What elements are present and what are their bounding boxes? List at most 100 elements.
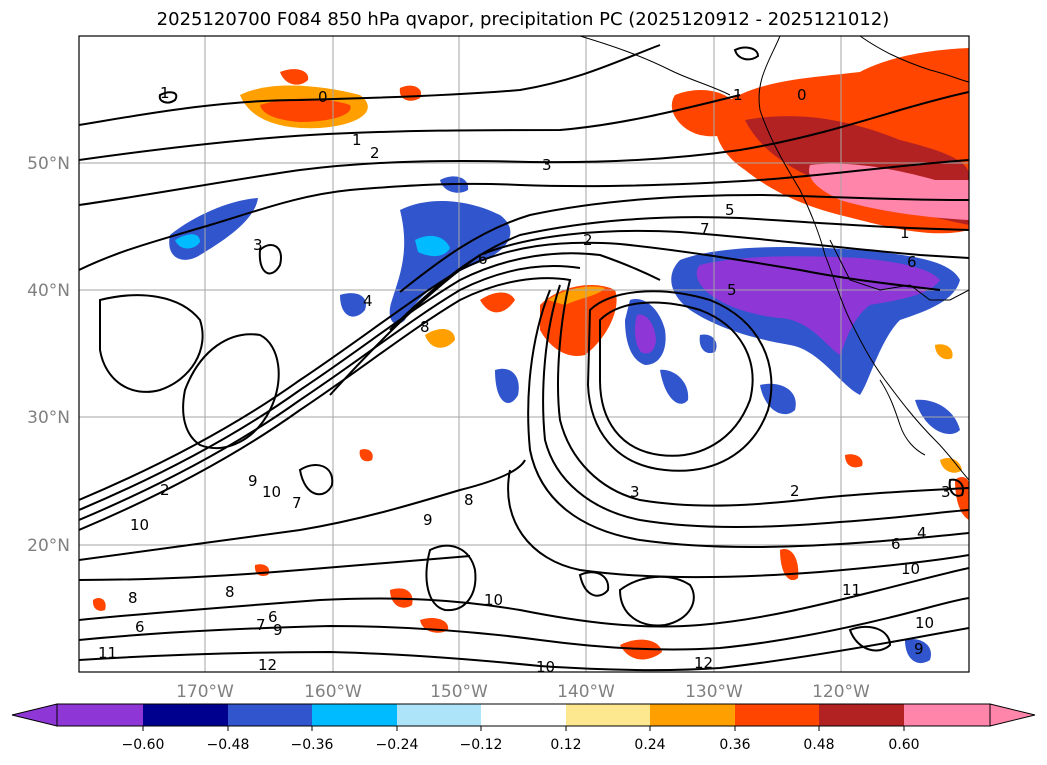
lon-tick-label: 160°W (304, 682, 362, 702)
lat-tick-label: 30°N (27, 408, 70, 428)
contour-label: 10 (901, 560, 920, 578)
contour-label: 10 (536, 658, 555, 676)
colorbar-bin (735, 704, 819, 726)
precip-region-offshore-purple (634, 314, 656, 354)
contour-label: 6 (268, 608, 278, 626)
contour-label: 2 (790, 482, 800, 500)
contour-label: 12 (694, 654, 713, 672)
colorbar-bin (57, 704, 143, 726)
precip-region-small-neg8 (905, 639, 931, 664)
precip-region-coast (671, 90, 741, 137)
contour-label: 7 (292, 494, 302, 512)
colorbar-tick-label: 0.24 (634, 737, 665, 753)
contour-label: 2 (583, 231, 593, 249)
precip-region-small-pos8 (92, 598, 106, 611)
contour-label: 10 (262, 483, 281, 501)
map-frame (78, 35, 970, 673)
contour-labels: 0 1 1 2 3 3 5 7 6 4 8 2 1 0 1 6 5 3 10 9 (98, 84, 951, 676)
colorbar-bin (228, 704, 312, 726)
lat-tick-label: 50°N (27, 154, 70, 174)
contour-label: 6 (478, 250, 488, 268)
graticule (79, 36, 969, 672)
precip-region-central-pos-edge (548, 286, 605, 305)
contour-label: 4 (917, 524, 927, 542)
colorbar-bin (481, 704, 566, 726)
contour-label: 10 (484, 591, 503, 609)
contour-label: 8 (128, 589, 138, 607)
contour-label: 2 (160, 481, 170, 499)
lon-tick-label: 120°W (812, 682, 870, 702)
precip-region-small-neg7 (660, 369, 689, 404)
colorbar-tick-label: −0.24 (376, 737, 419, 753)
colorbar-bin (312, 704, 397, 726)
contour-label: 3 (941, 483, 951, 501)
precip-region-small-pos3 (780, 549, 799, 581)
contour-label: 11 (98, 644, 117, 662)
contour-label: 9 (248, 472, 258, 490)
lon-tick-label: 140°W (557, 682, 615, 702)
colorbar-bin (143, 704, 228, 726)
colorbar-tick-label: −0.48 (207, 737, 250, 753)
contour-label: 7 (256, 616, 266, 634)
contour-label: 3 (253, 236, 263, 254)
contour-label: 5 (727, 281, 737, 299)
colorbar-tick-label: 0.12 (550, 737, 581, 753)
lon-tick-label: 170°W (176, 682, 234, 702)
contour-label: 9 (423, 511, 433, 529)
colorbar-tick-label: 0.48 (803, 737, 834, 753)
contour-label: 12 (258, 656, 277, 674)
colorbar-tick-label: 0.36 (719, 737, 750, 753)
precip-region-mid-pacific-cyan (415, 235, 450, 257)
map-panel: 0 1 1 2 3 3 5 7 6 4 8 2 1 0 1 6 5 3 10 9 (78, 35, 970, 676)
precipitation-fill-field (92, 48, 969, 664)
contour-label: 9 (273, 621, 283, 639)
precip-region-small-neg3 (495, 368, 519, 403)
precip-region-california-purple (696, 256, 940, 355)
precip-region-mid-pacific-neg (389, 200, 511, 324)
contour-label: 11 (842, 581, 861, 599)
contour-label: 0 (318, 88, 328, 106)
precip-region-small-neg1 (340, 293, 366, 317)
contour-label: 3 (542, 156, 552, 174)
lat-tick-label: 20°N (27, 536, 70, 556)
contour-label: 8 (225, 583, 235, 601)
lon-tick-label: 130°W (685, 682, 743, 702)
contour-label: 10 (130, 516, 149, 534)
colorbar-bin (904, 704, 990, 726)
colorbar-tick-label: −0.36 (291, 737, 334, 753)
contour-label: 2 (370, 144, 380, 162)
lon-tick-label: 150°W (430, 682, 488, 702)
precip-region-west-cyan (175, 234, 200, 249)
precip-region-alaska (840, 48, 969, 108)
precip-region-gulf-small (280, 69, 309, 85)
colorbar-extend-high (989, 703, 1036, 727)
contour-label: 1 (733, 86, 743, 104)
contour-label: 6 (891, 535, 901, 553)
colorbar-tick-label: −0.12 (460, 737, 503, 753)
precip-region-northwest-max (809, 163, 969, 220)
lat-tick-label: 40°N (27, 281, 70, 301)
contour-label: 3 (630, 483, 640, 501)
colorbar-tick-label: 0.60 (888, 737, 919, 753)
coastlines (579, 36, 969, 481)
precip-region-small-pos7 (845, 454, 863, 468)
precip-region-small-pos11 (935, 344, 953, 360)
contour-label: 6 (135, 618, 145, 636)
contour-label: 8 (464, 491, 474, 509)
contour-label: 1 (900, 224, 910, 242)
contour-label: 10 (915, 614, 934, 632)
colorbar-bin (397, 704, 481, 726)
contour-label: 1 (160, 84, 170, 102)
contour-label: 9 (914, 640, 924, 658)
contour-label: 4 (363, 292, 373, 310)
longitude-labels: 170°W 160°W 150°W 140°W 130°W 120°W (176, 682, 870, 702)
precip-region-small-pos12 (940, 458, 962, 473)
precip-region-small-pos10 (359, 449, 373, 462)
contour-label: 0 (797, 86, 807, 104)
precip-region-small-neg6 (699, 334, 717, 354)
colorbar-bin (566, 704, 650, 726)
precip-region-small-neg4 (760, 383, 796, 415)
contour-label: 1 (352, 131, 362, 149)
contour-label: 8 (420, 318, 430, 336)
